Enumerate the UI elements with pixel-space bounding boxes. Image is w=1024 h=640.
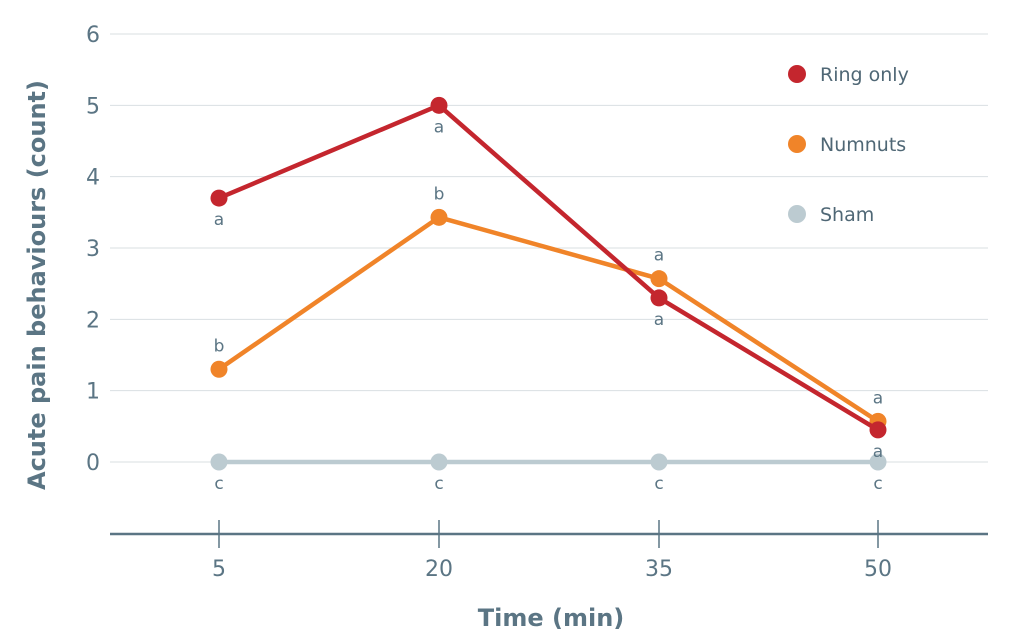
data-point xyxy=(430,453,448,471)
data-point xyxy=(869,421,887,439)
significance-label: a xyxy=(654,246,664,266)
data-point xyxy=(430,208,448,226)
y-tick-label: 5 xyxy=(86,94,100,119)
y-tick-label: 6 xyxy=(86,23,100,48)
significance-label: a xyxy=(873,388,883,408)
legend-label: Sham xyxy=(820,204,874,226)
y-tick-label: 4 xyxy=(86,166,100,191)
y-axis-title: Acute pain behaviours (count) xyxy=(23,80,51,490)
data-point xyxy=(210,360,228,378)
series-line-numnuts xyxy=(217,215,880,424)
data-point xyxy=(430,96,448,114)
significance-label: c xyxy=(214,474,223,494)
significance-label: c xyxy=(654,474,663,494)
x-tick-label: 50 xyxy=(864,557,892,582)
significance-label: b xyxy=(214,336,225,356)
data-point xyxy=(210,453,228,471)
data-point xyxy=(210,189,228,207)
series-line-ring-only xyxy=(218,103,880,432)
x-tick-label: 35 xyxy=(645,557,673,582)
data-point xyxy=(650,453,668,471)
y-tick-label: 3 xyxy=(86,237,100,262)
x-axis-title: Time (min) xyxy=(478,604,625,632)
data-point xyxy=(650,289,668,307)
point-label-layer: c c c c b b a a a a a a xyxy=(214,117,884,494)
significance-label: a xyxy=(434,117,444,137)
legend-label: Ring only xyxy=(820,64,909,86)
legend-marker xyxy=(788,205,806,223)
significance-label: a xyxy=(214,210,224,230)
axis-layer: 0 1 2 3 4 5 6 5 20 35 50 xyxy=(86,23,988,582)
legend-marker xyxy=(788,65,806,83)
y-tick-label: 0 xyxy=(86,451,100,476)
significance-label: a xyxy=(873,442,883,462)
series-layer xyxy=(210,96,887,471)
significance-label: c xyxy=(873,474,882,494)
x-tick-label: 5 xyxy=(212,557,226,582)
x-tick-label: 20 xyxy=(425,557,453,582)
y-tick-label: 2 xyxy=(86,308,100,333)
legend-marker xyxy=(788,135,806,153)
data-point xyxy=(650,270,668,288)
grid-layer xyxy=(110,33,988,463)
legend: Ring only Numnuts Sham xyxy=(788,64,909,226)
significance-label: b xyxy=(434,184,445,204)
significance-label: a xyxy=(654,310,664,330)
significance-label: c xyxy=(434,474,443,494)
legend-label: Numnuts xyxy=(820,134,906,156)
y-tick-label: 1 xyxy=(86,380,100,405)
data-point xyxy=(869,453,887,471)
